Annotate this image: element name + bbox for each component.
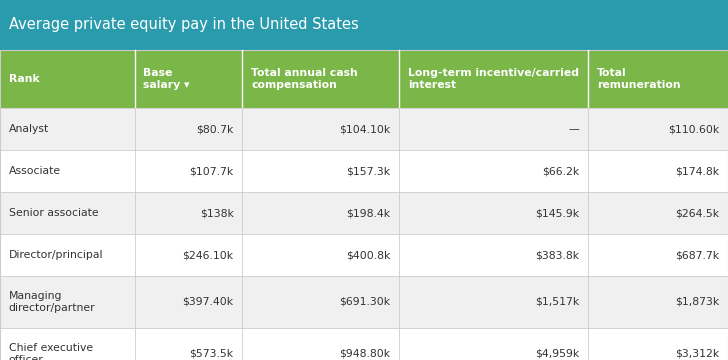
Text: Director/principal: Director/principal [9,250,103,260]
Text: Managing
director/partner: Managing director/partner [9,291,95,313]
Text: Average private equity pay in the United States: Average private equity pay in the United… [9,17,359,32]
Text: $157.3k: $157.3k [346,166,390,176]
Text: $400.8k: $400.8k [346,250,390,260]
Bar [0,276,728,328]
Text: $104.10k: $104.10k [339,124,390,134]
Bar [0,50,728,108]
Text: —: — [569,124,579,134]
Text: $691.30k: $691.30k [339,297,390,307]
Text: $264.5k: $264.5k [675,208,719,218]
Text: $66.2k: $66.2k [542,166,579,176]
Text: $246.10k: $246.10k [183,250,234,260]
Text: Senior associate: Senior associate [9,208,98,218]
Text: $397.40k: $397.40k [183,297,234,307]
Text: Analyst: Analyst [9,124,49,134]
Text: $687.7k: $687.7k [675,250,719,260]
Text: Rank: Rank [9,74,39,84]
Text: Associate: Associate [9,166,61,176]
Text: $573.5k: $573.5k [189,349,234,359]
Text: Long-term incentive/carried
interest: Long-term incentive/carried interest [408,68,579,90]
Bar [0,234,728,276]
Text: $3,312k: $3,312k [675,349,719,359]
Text: Total annual cash
compensation: Total annual cash compensation [251,68,358,90]
Text: $80.7k: $80.7k [197,124,234,134]
Bar [0,150,728,192]
Text: $383.8k: $383.8k [535,250,579,260]
Bar [0,108,728,150]
Text: Chief executive
officer: Chief executive officer [9,343,93,360]
Text: $145.9k: $145.9k [535,208,579,218]
Text: Total
remuneration: Total remuneration [597,68,681,90]
Text: $1,517k: $1,517k [535,297,579,307]
Text: Base
salary ▾: Base salary ▾ [143,68,190,90]
Text: $948.80k: $948.80k [339,349,390,359]
Text: $110.60k: $110.60k [668,124,719,134]
Text: $107.7k: $107.7k [189,166,234,176]
Text: $1,873k: $1,873k [675,297,719,307]
Text: $4,959k: $4,959k [535,349,579,359]
Bar [0,328,728,360]
Text: $174.8k: $174.8k [675,166,719,176]
Text: $198.4k: $198.4k [346,208,390,218]
Text: $138k: $138k [199,208,234,218]
Bar [0,192,728,234]
